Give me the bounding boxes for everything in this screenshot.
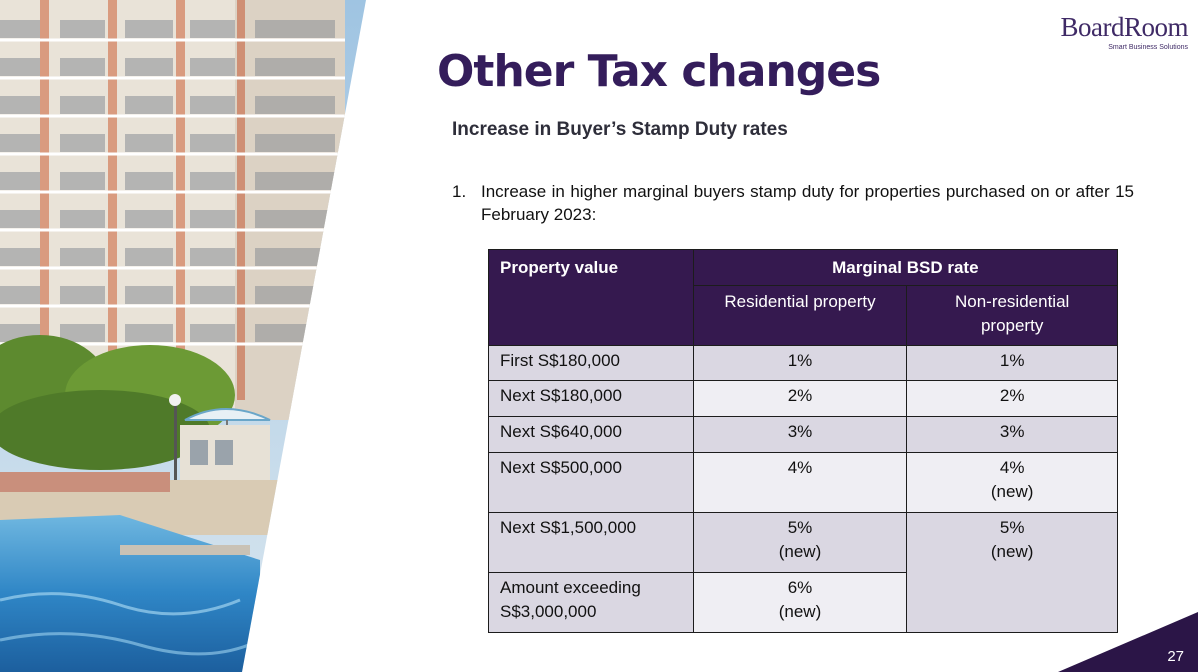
row-residential: 2% (692, 380, 908, 417)
numbered-point: 1. Increase in higher marginal buyers st… (452, 180, 1134, 226)
row-residential: 5% (new) (692, 512, 908, 573)
table-row: Next S$1,500,000 5% (new) 5% (new) (488, 512, 1118, 633)
row-nonresidential-merged: 5% (new) (906, 512, 1118, 633)
row-label: Next S$640,000 (488, 416, 694, 453)
slide-subtitle: Increase in Buyer’s Stamp Duty rates (452, 119, 788, 140)
table-row: Next S$500,000 4% 4% (new) (488, 452, 1118, 513)
logo-wordmark: BoardRoom (1060, 12, 1189, 42)
row-nonresidential: 1% (906, 345, 1118, 381)
table-row: Next S$640,000 3% 3% (488, 416, 1118, 453)
page-corner-triangle (1058, 612, 1198, 672)
boardroom-logo: BoardRoom Smart Business Solutions (1000, 12, 1189, 52)
header-nonresidential: Non-residential property (906, 285, 1118, 346)
row-label: Next S$1,500,000 (488, 512, 694, 573)
table-row: Next S$180,000 2% 2% (488, 380, 1118, 417)
row-label: Next S$500,000 (488, 452, 694, 513)
row-nonresidential: 2% (906, 380, 1118, 417)
rate-note: (new) (990, 482, 1034, 501)
rate-note: (new) (990, 542, 1034, 561)
header-residential: Residential property (692, 285, 908, 346)
point-number: 1. (452, 182, 467, 201)
rate-value: 5% (999, 518, 1025, 537)
apartment-pool-photo (0, 0, 366, 672)
rate-value: 4% (999, 458, 1025, 477)
logo-tagline: Smart Business Solutions (1108, 44, 1188, 51)
table-row: Amount exceeding S$3,000,000 6% (new) (488, 572, 1118, 633)
row-label: Amount exceeding S$3,000,000 (488, 572, 694, 633)
row-residential: 6% (new) (692, 572, 908, 633)
page-number: 27 (1167, 648, 1184, 665)
rate-value: 5% (787, 518, 813, 537)
row-nonresidential: 4% (new) (906, 452, 1118, 513)
rate-note: (new) (778, 602, 822, 621)
point-text: Increase in higher marginal buyers stamp… (481, 182, 1134, 224)
table-row: First S$180,000 1% 1% (488, 345, 1118, 381)
header-property-value: Property value (488, 249, 694, 346)
rate-value: 6% (787, 578, 813, 597)
row-residential: 1% (692, 345, 908, 381)
row-residential: 3% (692, 416, 908, 453)
row-nonresidential: 3% (906, 416, 1118, 453)
row-residential: 4% (692, 452, 908, 513)
row-label: First S$180,000 (488, 345, 694, 381)
header-marginal-rate: Marginal BSD rate (692, 249, 1119, 286)
slide-title: Other Tax changes (437, 46, 881, 97)
bsd-rate-table: Property value Marginal BSD rate Residen… (488, 249, 1119, 633)
rate-note: (new) (778, 542, 822, 561)
row-label: Next S$180,000 (488, 380, 694, 417)
